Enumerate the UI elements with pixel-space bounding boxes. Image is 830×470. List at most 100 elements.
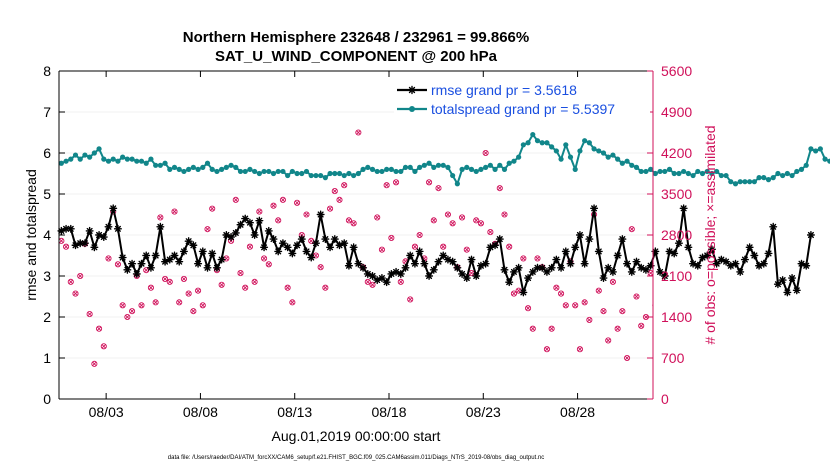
totalspread-point	[346, 170, 352, 177]
marker-stroke	[520, 289, 527, 296]
obs-assimilated-marker	[823, 312, 827, 316]
rmse-point	[113, 224, 122, 233]
marker-stroke	[647, 262, 654, 269]
rmse-point	[745, 243, 754, 252]
totalspread-point	[440, 162, 446, 168]
totalspread-point	[473, 168, 479, 175]
totalspread-point	[629, 162, 635, 168]
obs-assimilated-marker	[407, 297, 413, 302]
marker-stroke	[642, 266, 649, 273]
obs-assimilated-marker	[337, 197, 342, 203]
marker-stroke	[185, 238, 192, 245]
obs-assimilated-marker	[356, 130, 361, 135]
obs-assimilated-marker	[327, 206, 333, 211]
obs-point	[331, 188, 338, 195]
rmse-point	[778, 276, 787, 285]
totalspread-point	[96, 146, 102, 152]
marker-stroke	[473, 272, 480, 280]
rmse-point	[264, 226, 273, 235]
rmse-point	[255, 216, 264, 225]
obs-possible-marker	[619, 308, 626, 315]
rmse-point	[151, 251, 160, 260]
totalspread-point	[190, 164, 196, 170]
totalspread-point	[336, 170, 343, 177]
marker-stroke	[77, 240, 84, 247]
rmse-point	[415, 247, 424, 256]
obs-possible-marker	[558, 290, 565, 297]
obs-point	[609, 278, 616, 285]
obs-assimilated-marker	[682, 175, 686, 179]
obs-possible-marker	[114, 261, 121, 268]
marker-stroke	[718, 256, 725, 263]
rmse-point	[736, 267, 745, 276]
obs-assimilated-marker	[374, 215, 380, 220]
obs-point	[548, 325, 555, 332]
rmse-point	[321, 235, 330, 244]
rmse-point	[420, 259, 429, 268]
totalspread-point	[384, 166, 390, 172]
marker-stroke	[176, 258, 183, 265]
marker-stroke	[110, 205, 117, 212]
rmse-point	[179, 247, 188, 256]
obs-possible-marker	[256, 208, 263, 215]
obs-assimilated-marker	[762, 321, 766, 325]
obs-assimilated-marker	[752, 292, 756, 296]
obs-possible-marker	[501, 211, 508, 218]
obs-assimilated-marker	[153, 300, 158, 305]
marker-stroke	[779, 277, 786, 284]
obs-possible-marker	[378, 246, 385, 253]
obs-point	[695, 288, 700, 293]
chart-title-line1: Northern Hemisphere 232648 / 232961 = 99…	[183, 29, 529, 46]
obs-point	[91, 360, 98, 367]
obs-assimilated-marker	[734, 333, 738, 337]
totalspread-point	[487, 162, 493, 168]
obs-assimilated-marker	[417, 232, 422, 238]
obs-point	[284, 284, 291, 291]
rmse-point	[481, 259, 490, 268]
marker-stroke	[765, 250, 772, 257]
marker-stroke	[694, 262, 701, 269]
obs-assimilated-marker	[219, 282, 224, 288]
obs-possible-marker	[600, 308, 607, 315]
obs-possible-marker	[237, 270, 244, 277]
obs-point	[411, 243, 418, 250]
obs-possible-marker	[327, 205, 334, 212]
totalspread-point	[68, 156, 74, 162]
rmse-point	[274, 247, 283, 256]
totalspread-point	[341, 172, 347, 179]
obs-possible-marker	[138, 302, 145, 309]
rmse-point	[80, 239, 89, 248]
obs-possible-marker	[129, 308, 136, 315]
totalspread-point	[153, 162, 159, 168]
rmse-point	[165, 255, 174, 264]
rmse-point	[340, 239, 349, 248]
legend-rmse-label: rmse grand pr = 3.5618	[431, 82, 577, 98]
obs-possible-marker	[251, 278, 258, 285]
obs-possible-marker	[605, 337, 612, 344]
legend-rmse-star	[407, 85, 417, 95]
rmse-point	[189, 241, 198, 250]
totalspread-point	[643, 168, 649, 175]
rmse-point	[396, 269, 405, 278]
marker-stroke	[708, 246, 715, 253]
obs-possible-marker	[628, 226, 635, 233]
rmse-point	[109, 204, 118, 213]
obs-point	[166, 278, 173, 285]
rmse-point	[311, 239, 320, 248]
rmse-point	[740, 255, 749, 264]
totalspread-point	[530, 131, 536, 138]
legend-box	[394, 78, 650, 120]
totalspread-point	[200, 164, 206, 170]
obs-possible-marker	[681, 174, 686, 179]
obs-point	[416, 231, 423, 239]
totalspread-point	[501, 166, 508, 172]
obs-possible-marker	[119, 302, 126, 309]
obs-point	[576, 346, 583, 353]
obs-assimilated-marker	[63, 244, 69, 249]
obs-point	[185, 290, 192, 297]
obs-assimilated-marker	[672, 221, 676, 225]
obs-assimilated-marker	[535, 256, 540, 261]
marker-stroke	[440, 252, 447, 259]
totalspread-point	[195, 166, 201, 172]
rmse-point	[608, 267, 617, 276]
